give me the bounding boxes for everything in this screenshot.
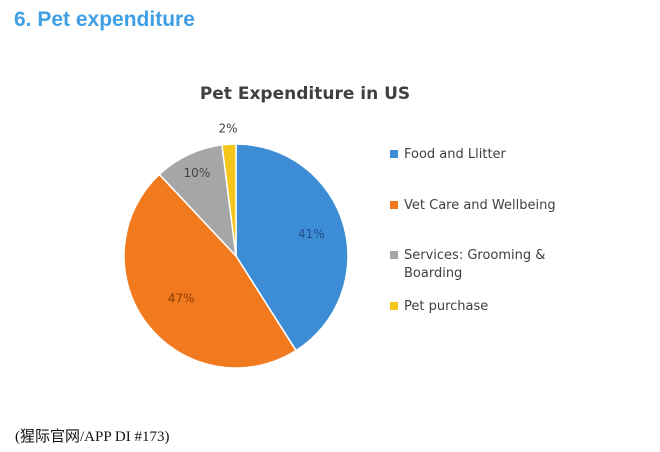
legend-label-pet-purchase: Pet purchase	[404, 299, 489, 314]
legend: Food and Llitter Vet Care and Wellbeing …	[390, 146, 620, 316]
pie-slice-pet-purchase	[221, 143, 237, 257]
legend-item-food: Food and Llitter	[390, 146, 620, 164]
pie-slice-vet-care	[123, 173, 298, 369]
source-note: (猩际官网/APP DI #173)	[15, 429, 170, 445]
legend-swatch-services	[390, 251, 398, 259]
chart-title: Pet Expenditure in US	[199, 84, 411, 104]
pie-chart-svg: 41% 47% 10% 2%	[123, 122, 349, 369]
pie-chart: Pet Expenditure in US 41% 47% 10% 2% Food a…	[0, 60, 660, 390]
legend-swatch-food	[390, 150, 398, 158]
legend-label-vet-care: Vet Care and Wellbeing	[404, 198, 556, 213]
legend-swatch-vet-care	[390, 201, 398, 209]
legend-item-services: Services: Grooming & Boarding	[390, 247, 554, 283]
legend-swatch-pet-purchase	[390, 302, 398, 310]
data-label-vet-care: 47%	[168, 292, 195, 306]
data-label-pet-purchase: 2%	[218, 122, 237, 136]
section-heading: 6. Pet expenditure	[14, 8, 195, 31]
legend-item-vet-care: Vet Care and Wellbeing	[390, 197, 620, 215]
data-label-food: 41%	[298, 227, 325, 241]
legend-item-pet-purchase: Pet purchase	[390, 298, 620, 316]
legend-label-services: Services: Grooming & Boarding	[404, 248, 546, 281]
data-label-services: 10%	[184, 166, 211, 180]
legend-label-food: Food and Llitter	[404, 147, 506, 162]
